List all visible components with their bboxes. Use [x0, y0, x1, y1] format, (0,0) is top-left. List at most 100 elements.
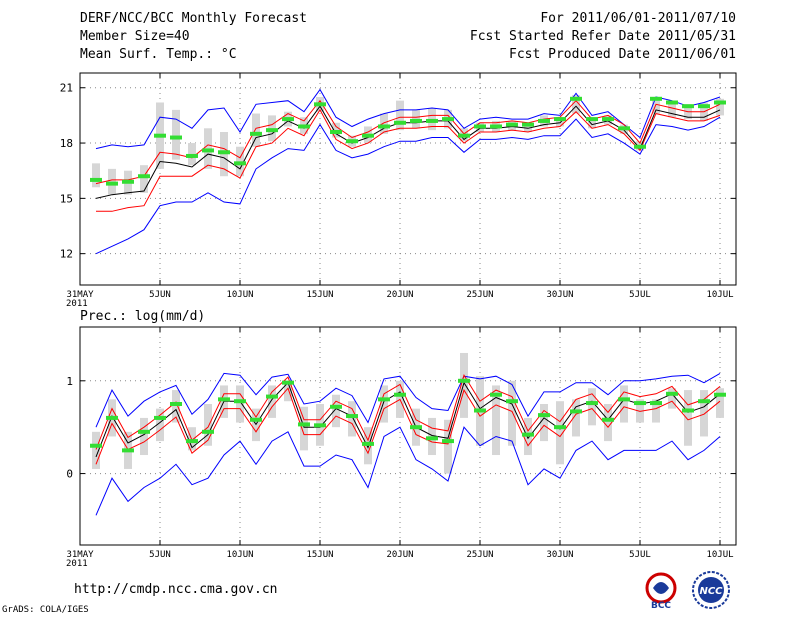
median-marker	[282, 380, 294, 385]
x-tick-label: 10JUL	[706, 550, 733, 560]
median-marker	[298, 422, 310, 427]
plot-frame	[79, 72, 737, 286]
median-marker	[106, 181, 118, 186]
max-line	[95, 372, 721, 428]
website-url[interactable]: http://cmdp.ncc.cma.gov.cn	[74, 582, 278, 597]
median-marker	[554, 425, 566, 430]
ensemble-box	[556, 117, 564, 127]
ensemble-box	[588, 388, 596, 426]
median-marker	[186, 153, 198, 158]
x-tick-label: 30JUN	[546, 550, 573, 560]
lower-spread-line	[96, 108, 721, 212]
ensemble-box	[140, 165, 148, 193]
median-marker	[394, 120, 406, 125]
ncc-logo: NCC	[689, 570, 730, 610]
x-tick-label: 5JUL	[629, 550, 651, 560]
median-marker	[650, 401, 662, 406]
ncc-logo-text: NCC	[699, 586, 723, 597]
median-marker	[314, 423, 326, 428]
median-marker	[202, 429, 214, 434]
ensemble-box	[140, 417, 148, 456]
median-marker	[490, 124, 502, 129]
median-marker	[666, 100, 678, 105]
ensemble-box	[460, 352, 468, 418]
median-marker	[458, 378, 470, 383]
median-marker	[570, 409, 582, 414]
median-marker	[250, 131, 262, 136]
x-tick-label: 15JUN	[306, 290, 333, 300]
x-tick-label: 25JUN	[466, 290, 493, 300]
median-marker	[170, 401, 182, 406]
median-marker	[378, 397, 390, 402]
median-marker	[234, 399, 246, 404]
median-marker	[266, 394, 278, 399]
x-tick-label: 5JUN	[149, 290, 171, 300]
x-tick-year-label: 2011	[66, 299, 88, 309]
median-marker	[666, 391, 678, 396]
x-tick-label: 10JUN	[226, 550, 253, 560]
median-marker	[346, 414, 358, 419]
median-marker	[682, 408, 694, 413]
median-marker	[122, 448, 134, 453]
ensemble-box	[236, 385, 244, 423]
ensemble-box	[380, 113, 388, 134]
median-marker	[90, 177, 102, 182]
median-marker	[362, 441, 374, 446]
ensemble-box	[348, 401, 356, 437]
median-marker	[282, 117, 294, 122]
median-marker	[618, 126, 630, 131]
median-marker	[506, 399, 518, 404]
x-tick-label: 10JUN	[226, 290, 253, 300]
ensemble-box	[284, 380, 292, 402]
ensemble-box	[172, 390, 180, 423]
max-line	[95, 88, 721, 150]
min-line	[95, 116, 721, 255]
plot-frame	[79, 326, 737, 546]
median-marker	[586, 401, 598, 406]
median-marker	[90, 443, 102, 448]
ensemble-box	[604, 403, 612, 442]
median-marker	[378, 124, 390, 129]
median-marker	[154, 133, 166, 138]
median-marker	[234, 161, 246, 166]
ensemble-box	[92, 163, 100, 188]
ensemble-box	[540, 403, 548, 442]
median-marker	[698, 104, 710, 109]
ensemble-box	[300, 406, 308, 451]
median-marker	[586, 117, 598, 122]
x-tick-label: 5JUL	[629, 290, 651, 300]
y-tick-label: 12	[60, 248, 73, 261]
x-tick-label: 25JUN	[466, 550, 493, 560]
median-marker	[602, 417, 614, 422]
x-tick-label: 10JUL	[706, 290, 733, 300]
ensemble-box	[444, 419, 452, 474]
ensemble-box	[716, 98, 724, 116]
ensemble-box	[252, 113, 260, 147]
upper-spread-line	[95, 99, 721, 185]
median-marker	[506, 122, 518, 127]
y-tick-label: 0	[66, 468, 73, 481]
median-marker	[138, 429, 150, 434]
median-marker	[410, 425, 422, 430]
median-marker	[154, 415, 166, 420]
median-marker	[426, 118, 438, 123]
x-tick-label: 31MAY	[66, 550, 94, 560]
median-marker	[634, 144, 646, 149]
produced-date: Fcst Produced Date 2011/06/01	[509, 47, 736, 62]
ensemble-box	[588, 117, 596, 129]
ensemble-box	[556, 401, 564, 465]
refer-date: Fcst Started Refer Date 2011/05/31	[469, 29, 736, 44]
ensemble-box	[492, 385, 500, 456]
bcc-logo-text: BCC	[651, 601, 671, 610]
ensemble-box	[524, 122, 532, 132]
median-marker	[202, 148, 214, 153]
median-marker	[714, 392, 726, 397]
median-marker	[266, 128, 278, 133]
median-marker	[634, 401, 646, 406]
grads-credit: GrADS: COLA/IGES	[2, 605, 89, 615]
ensemble-mean-line	[95, 105, 721, 199]
median-marker	[186, 439, 198, 444]
